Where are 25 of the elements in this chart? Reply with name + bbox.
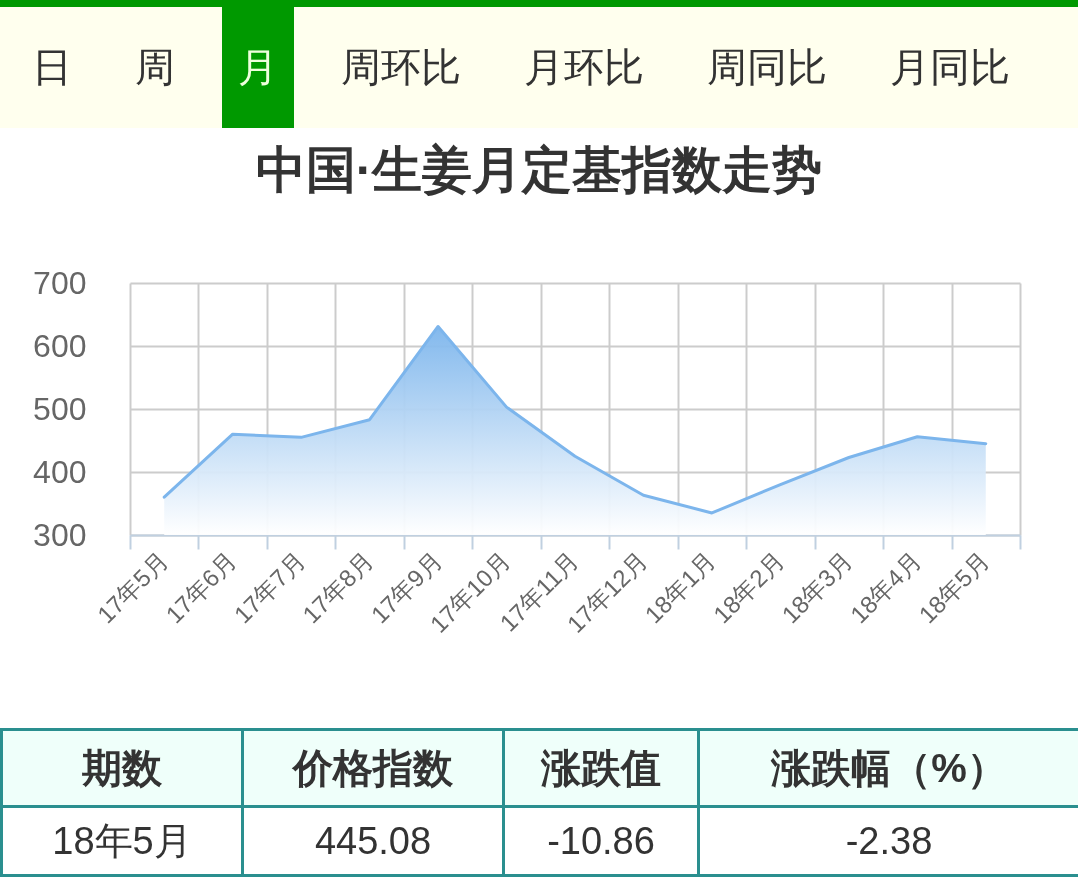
y-tick-label: 500 <box>33 390 87 427</box>
category-label: 日 <box>32 45 72 89</box>
category-label: 周环比 <box>341 45 461 89</box>
category-label: 涨跌值 <box>541 745 661 790</box>
table-cell: 445.08 <box>242 806 504 876</box>
header-cell: 涨跌幅（%） <box>698 729 1078 807</box>
category-label: 期数 <box>82 745 162 790</box>
category-label: 月环比 <box>524 45 644 89</box>
chart-title: 中国·生姜月定基指数走势 <box>255 142 823 198</box>
y-tick-label: 700 <box>33 264 87 301</box>
category-label: 涨跌幅（%） <box>771 745 1007 790</box>
y-tick-label: 400 <box>33 453 87 490</box>
y-tick-label: 300 <box>33 516 87 553</box>
tab: 月 <box>222 7 294 128</box>
table-cell: 18年5月 <box>1 806 243 876</box>
header-cell: 期数 <box>1 729 243 807</box>
category-label: 价格指数 <box>293 745 453 790</box>
header-cell: 涨跌值 <box>503 729 699 807</box>
header-cell: 价格指数 <box>242 729 504 807</box>
category-label: 月同比 <box>890 45 1010 89</box>
category-label: 周同比 <box>707 45 827 89</box>
category-label: 月 <box>238 45 278 89</box>
table-cell: -10.86 <box>503 806 699 876</box>
category-label: 周 <box>135 45 175 89</box>
y-tick-label: 600 <box>33 327 87 364</box>
